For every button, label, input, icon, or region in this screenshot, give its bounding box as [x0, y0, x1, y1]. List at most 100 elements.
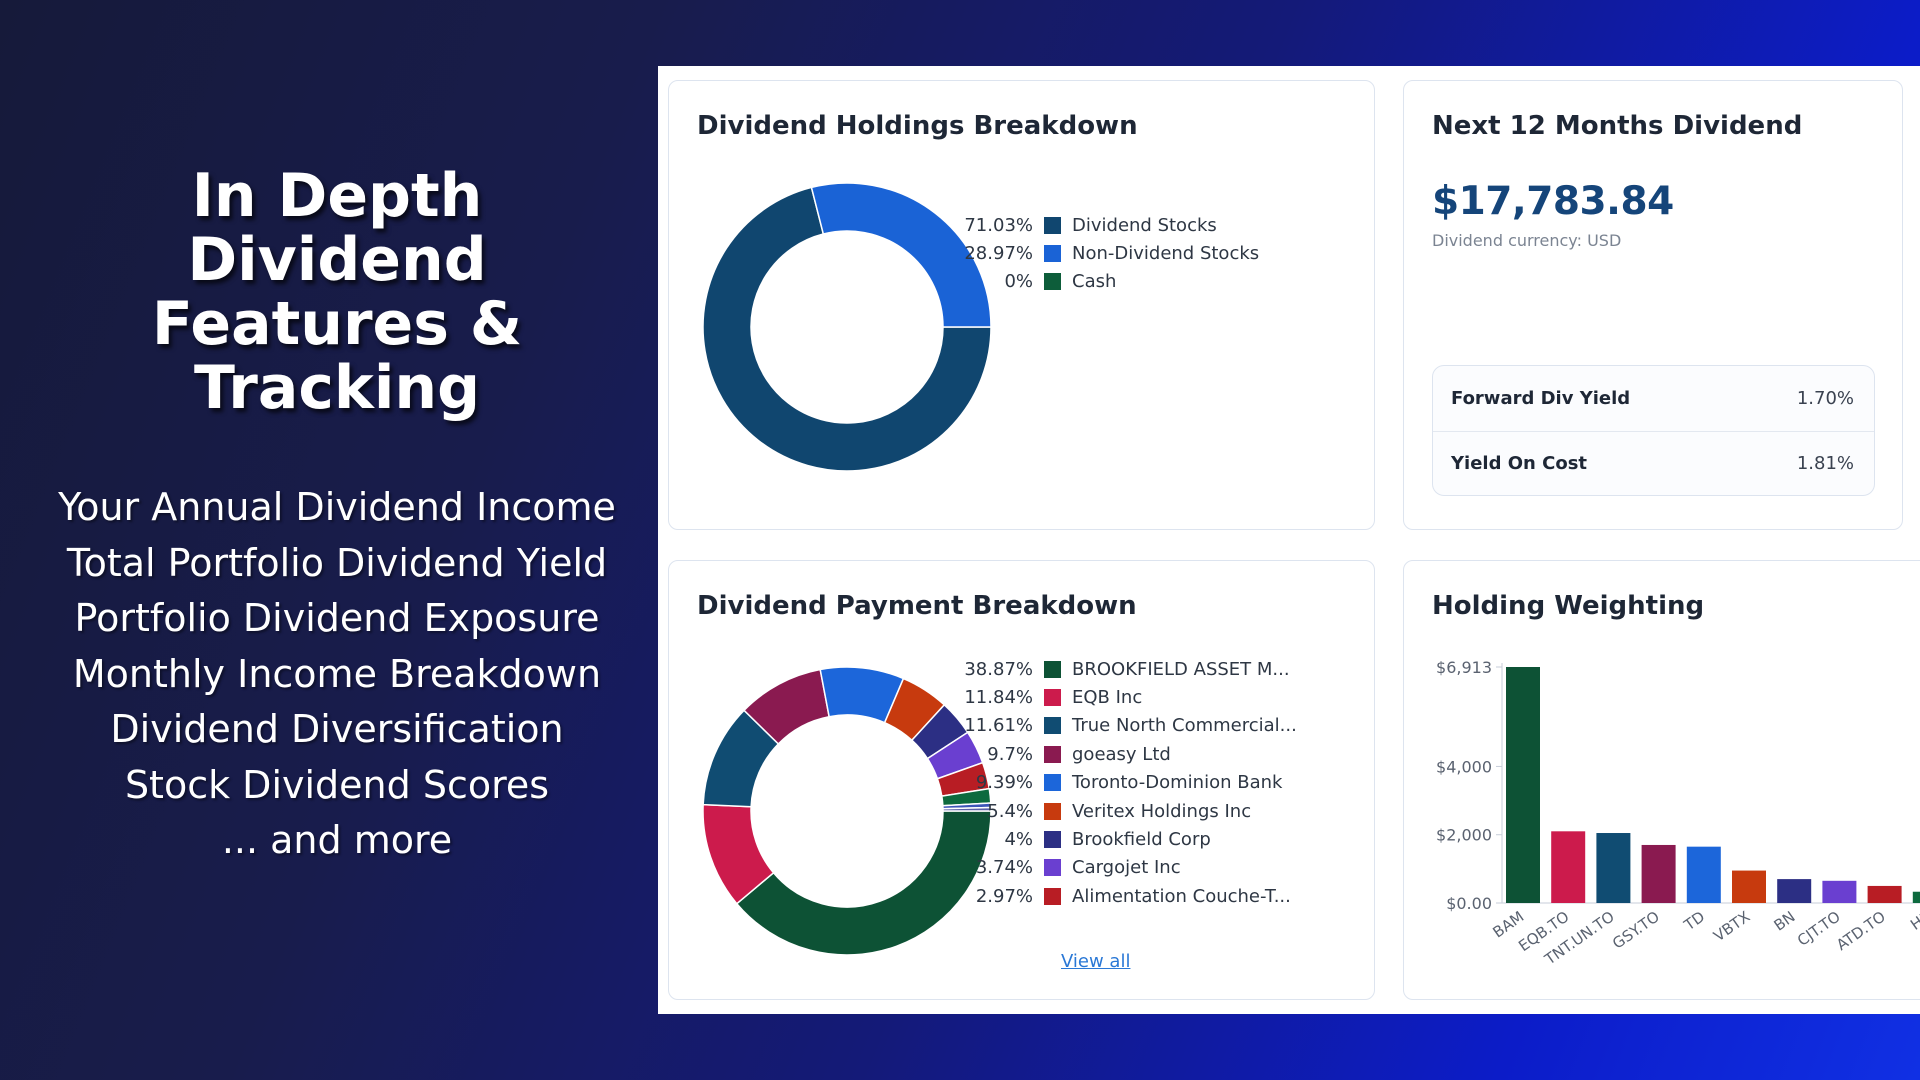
legend-percent: 3.74% [975, 857, 1033, 879]
y-tick-label: $4,000 [1436, 757, 1492, 776]
legend-swatch [1044, 774, 1061, 792]
bar[interactable] [1641, 844, 1676, 903]
legend-label: Dividend Stocks [1072, 214, 1217, 236]
legend-label: Brookfield Corp [1072, 829, 1211, 851]
legend-item: 11.84% EQB Inc [957, 683, 1297, 711]
legend-percent: 9.39% [975, 772, 1033, 794]
view-all-link[interactable]: View all [1061, 951, 1131, 972]
legend-percent: 5.4% [987, 800, 1033, 822]
legend-label: Non-Dividend Stocks [1072, 243, 1260, 265]
bar[interactable] [1506, 667, 1540, 903]
feature-item: Your Annual Dividend Income [58, 485, 616, 529]
legend-item: 11.61% True North Commercial... [957, 712, 1297, 740]
legend-item: 5.4% Veritex Holdings Inc [957, 797, 1297, 825]
donut-slice[interactable] [735, 810, 991, 955]
x-tick-label: BN [1771, 908, 1799, 935]
legend-label: Cash [1072, 271, 1117, 293]
x-tick-label: TD [1680, 908, 1708, 935]
legend-label: True North Commercial... [1072, 715, 1297, 737]
payment-donut-chart [703, 667, 991, 955]
payment-breakdown-title: Dividend Payment Breakdown [697, 591, 1137, 621]
legend-percent: 71.03% [964, 214, 1033, 236]
holdings-breakdown-title: Dividend Holdings Breakdown [697, 111, 1138, 141]
legend-label: Cargojet Inc [1072, 857, 1181, 879]
bar[interactable] [1867, 885, 1902, 903]
legend-label: EQB Inc [1072, 687, 1143, 709]
legend-item: 4% Brookfield Corp [957, 825, 1297, 853]
legend-label: Alimentation Couche-T... [1072, 885, 1291, 907]
legend-percent: 11.84% [964, 687, 1033, 709]
bar[interactable] [1596, 833, 1631, 903]
legend-item: 71.03% Dividend Stocks [957, 211, 1259, 239]
promo-title-line: Tracking [193, 353, 481, 423]
legend-swatch [1044, 689, 1061, 707]
legend-swatch [1044, 273, 1061, 291]
legend-label: goeasy Ltd [1072, 743, 1171, 765]
feature-list: Your Annual Dividend Income Total Portfo… [40, 480, 634, 869]
yield-value: 1.81% [1796, 452, 1854, 474]
legend-label: Veritex Holdings Inc [1072, 800, 1252, 822]
forward-div-yield-row: Forward Div Yield 1.70% [1433, 366, 1874, 431]
legend-swatch [1044, 660, 1061, 678]
legend-swatch [1044, 831, 1061, 849]
feature-item: Stock Dividend Scores [124, 762, 550, 807]
x-tick-label: HP [1907, 908, 1920, 934]
holdings-legend: 71.03% Dividend Stocks 28.97% Non-Dividend… [957, 211, 1259, 296]
legend-percent: 0% [1004, 271, 1033, 293]
legend-item: 38.87% BROOKFIELD ASSET M... [957, 655, 1297, 683]
dashboard-panel: Dividend Holdings Breakdown 71.03% Divide… [658, 66, 1920, 1014]
legend-percent: 2.97% [975, 885, 1033, 907]
bar[interactable] [1822, 880, 1857, 903]
legend-item: 2.97% Alimentation Couche-T... [957, 882, 1297, 910]
holding-weighting-bar-chart: $0.00$2,000$4,000$6,913BAMEQB.TOTNT.UN.T… [1436, 658, 1920, 969]
dividend-amount: $17,783.84 [1432, 179, 1674, 224]
donut-slice[interactable] [810, 183, 991, 328]
bar[interactable] [1686, 846, 1721, 903]
payment-legend: 38.87% BROOKFIELD ASSET M... 11.84% EQB In… [957, 655, 1297, 911]
legend-label: BROOKFIELD ASSET M... [1072, 658, 1290, 680]
promo-title-line: Features & [151, 289, 523, 359]
holding-weighting-title: Holding Weighting [1432, 591, 1705, 621]
holdings-donut-chart [703, 183, 991, 471]
legend-item: 9.7% goeasy Ltd [957, 740, 1297, 768]
legend-item: 0% Cash [957, 268, 1259, 296]
y-tick-label: $0.00 [1446, 894, 1492, 913]
bar[interactable] [1777, 879, 1812, 903]
x-tick-label: ATD.TO [1833, 908, 1889, 955]
dividend-currency-note: Dividend currency: USD [1432, 231, 1622, 250]
bar[interactable] [1551, 831, 1586, 903]
legend-swatch [1044, 887, 1061, 905]
payment-breakdown-card: Dividend Payment Breakdown 38.87% BROOKFI… [668, 560, 1375, 1000]
next-12-months-card: Next 12 Months Dividend $17,783.84 Divid… [1403, 80, 1903, 530]
holdings-breakdown-card: Dividend Holdings Breakdown 71.03% Divide… [668, 80, 1375, 530]
legend-swatch [1044, 717, 1061, 735]
legend-percent: 4% [1004, 829, 1033, 851]
legend-label: Toronto-Dominion Bank [1072, 772, 1283, 794]
yield-label: Yield On Cost [1451, 452, 1588, 474]
feature-item: Portfolio Dividend Exposure [74, 596, 600, 640]
donut-slice[interactable] [942, 806, 991, 812]
promo-title: In Depth Dividend Features & Tracking [40, 164, 634, 420]
holding-weighting-card: Holding Weighting $0.00 $2,000 $4,000 $6,91… [1403, 560, 1920, 1000]
promo-title-line: In Depth Dividend [187, 161, 487, 295]
legend-item: 28.97% Non-Dividend Stocks [957, 239, 1259, 267]
legend-item: 3.74% Cargojet Inc [957, 854, 1297, 882]
legend-percent: 11.61% [964, 715, 1033, 737]
feature-item: Total Portfolio Dividend Yield [66, 540, 608, 585]
bar[interactable] [1732, 870, 1766, 903]
yield-on-cost-row: Yield On Cost 1.81% [1433, 430, 1874, 496]
y-tick-label: $6,913 [1436, 658, 1492, 677]
donut-slice[interactable] [703, 186, 991, 471]
next-12-months-title: Next 12 Months Dividend [1432, 111, 1803, 141]
feature-item: ... and more [221, 818, 453, 862]
yield-label: Forward Div Yield [1451, 387, 1631, 409]
y-tick-label: $2,000 [1436, 826, 1492, 845]
legend-percent: 9.7% [987, 743, 1033, 765]
legend-swatch [1044, 745, 1061, 763]
bar[interactable] [1912, 891, 1920, 903]
legend-item: 9.39% Toronto-Dominion Bank [957, 769, 1297, 797]
feature-item: Dividend Diversification [110, 707, 564, 751]
legend-swatch [1044, 802, 1061, 820]
legend-swatch [1044, 859, 1061, 877]
x-tick-label: GSY.TO [1609, 908, 1663, 953]
